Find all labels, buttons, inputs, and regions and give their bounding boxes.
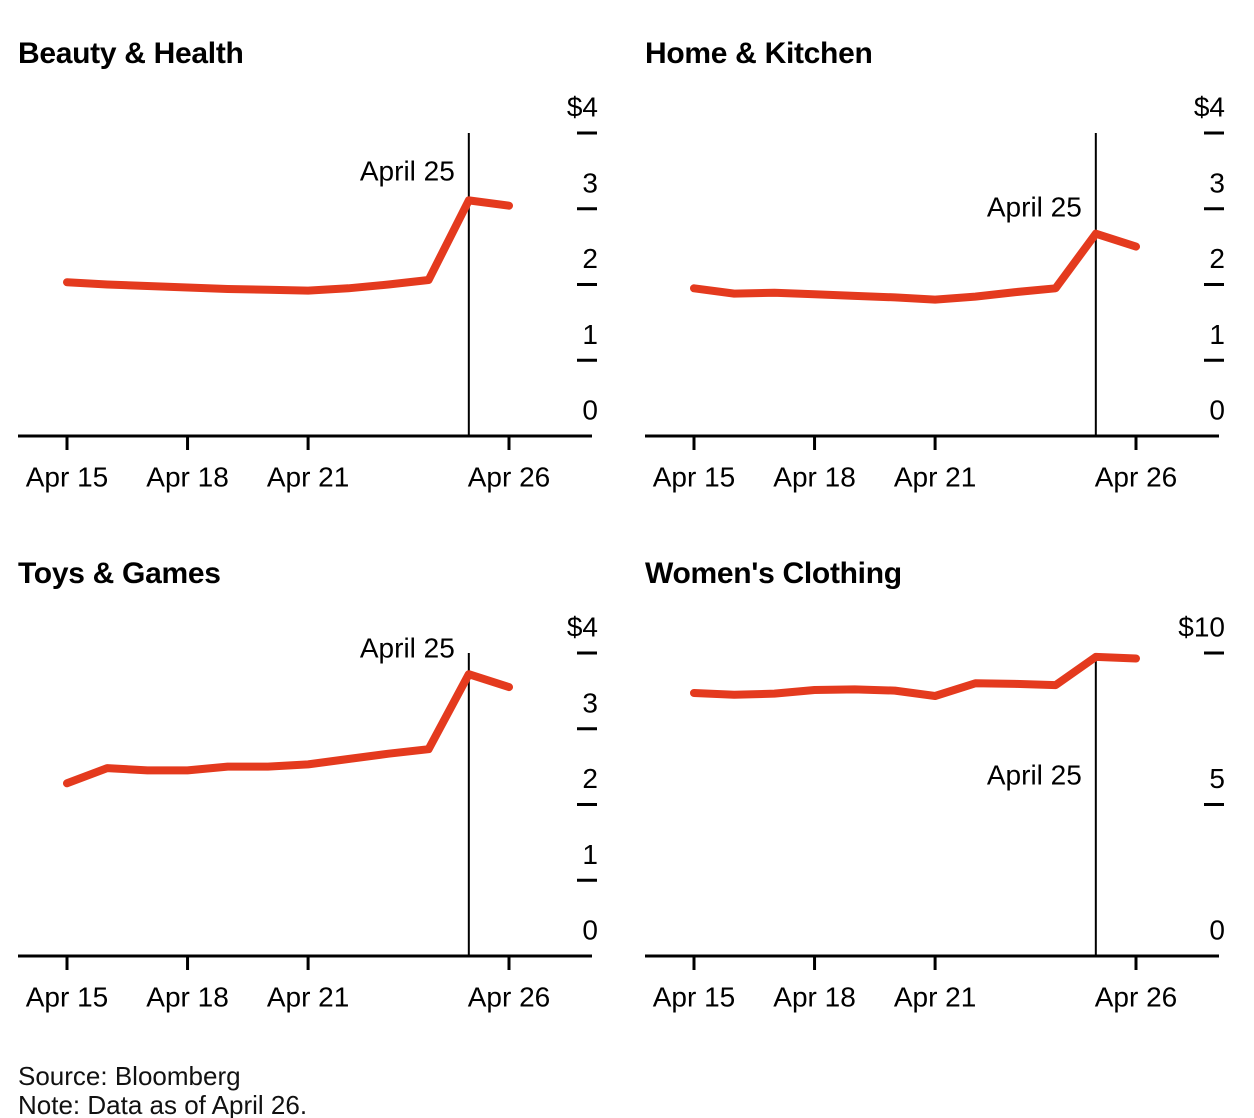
y-tick-label: $10 [1178,612,1225,643]
y-tick-label: 1 [1209,319,1225,350]
y-tick-label: 1 [582,319,598,350]
home-kitchen-plot: Apr 15 Apr 18 Apr 21 Apr 26 $4 3 2 1 0 April 25 [645,92,1225,493]
y-tick-label: $4 [567,92,598,123]
price-line [690,229,1140,304]
y-tick-label: $4 [567,612,598,643]
price-line [63,196,513,295]
y-tick-label: 0 [1209,395,1225,426]
event-label: April 25 [987,192,1082,223]
y-tick-label: 2 [582,243,598,274]
y-tick-label: 3 [582,167,598,198]
x-tick-label: Apr 26 [1095,462,1178,493]
price-line [690,652,1140,700]
y-tick-label: 0 [1209,915,1225,946]
x-tick-label: Apr 26 [1095,982,1178,1013]
chart-womens-clothing: Women's Clothing Apr 15 Apr 18 Apr 21 Apr 2… [627,520,1254,1040]
chart-beauty-health: Beauty & Health Apr 15 Apr 18 Apr 21 Apr 26… [0,0,627,520]
event-label: April 25 [360,156,455,187]
x-tick-label: Apr 15 [653,982,736,1013]
x-tick-label: Apr 21 [894,982,977,1013]
x-tick-label: Apr 15 [26,462,109,493]
toys-games-plot: Apr 15 Apr 18 Apr 21 Apr 26 $4 3 2 1 0 April 25 [18,612,598,1013]
x-tick-label: Apr 21 [894,462,977,493]
data-note: Note: Data as of April 26. [18,1090,308,1118]
x-tick-label: Apr 15 [653,462,736,493]
chart-title: Toys & Games [18,557,221,590]
event-label: April 25 [360,633,455,664]
x-tick-label: Apr 18 [773,982,856,1013]
y-tick-label: 2 [1209,243,1225,274]
x-tick-label: Apr 15 [26,982,109,1013]
source-note: Source: Bloomberg [18,1061,241,1091]
y-tick-label: 3 [582,687,598,718]
y-tick-label: 0 [582,915,598,946]
chart-title: Home & Kitchen [645,37,873,70]
x-tick-label: Apr 21 [267,462,350,493]
chart-home-kitchen: Home & Kitchen Apr 15 Apr 18 Apr 21 Apr 26 $… [627,0,1254,520]
x-tick-label: Apr 18 [773,462,856,493]
y-tick-label: $4 [1194,92,1225,123]
chart-title: Women's Clothing [645,557,902,590]
y-tick-label: 1 [582,839,598,870]
x-tick-label: Apr 26 [468,982,551,1013]
chart-title: Beauty & Health [18,37,244,70]
y-tick-label: 2 [582,763,598,794]
womens-clothing-plot: Apr 15 Apr 18 Apr 21 Apr 26 $10 5 0 April 25 [645,612,1225,1013]
y-tick-label: 5 [1209,763,1225,794]
y-tick-label: 0 [582,395,598,426]
y-tick-label: 3 [1209,167,1225,198]
beauty-health-plot: Apr 15 Apr 18 Apr 21 Apr 26 $4 3 2 1 0 April 25 [18,92,598,493]
x-tick-label: Apr 18 [146,462,229,493]
event-label: April 25 [987,760,1082,791]
x-tick-label: Apr 21 [267,982,350,1013]
chart-toys-games: Toys & Games Apr 15 Apr 18 Apr 21 Apr 26 $4 3… [0,520,627,1040]
x-tick-label: Apr 18 [146,982,229,1013]
footer-notes: Source: Bloomberg Note: Data as of April… [18,1062,307,1118]
price-line [63,670,513,788]
x-tick-label: Apr 26 [468,462,551,493]
